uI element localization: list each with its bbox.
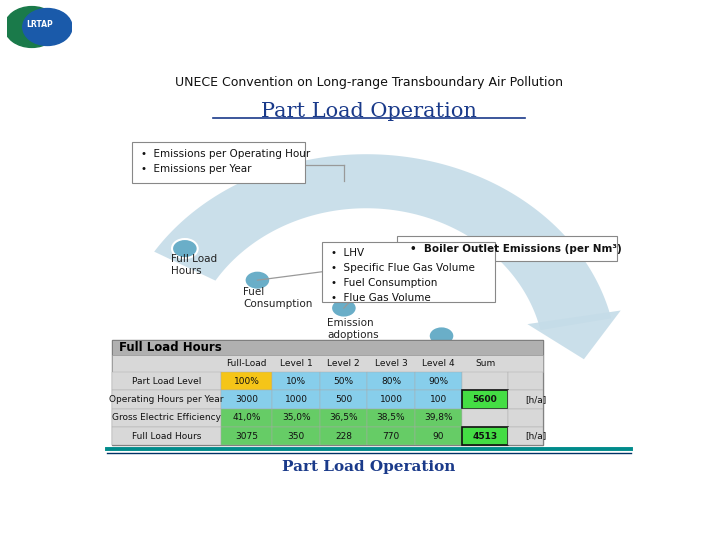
Text: 228: 228 [335, 431, 352, 441]
FancyBboxPatch shape [367, 372, 415, 390]
Text: 500: 500 [335, 395, 352, 404]
FancyBboxPatch shape [112, 355, 543, 372]
Text: •  LHV
•  Specific Flue Gas Volume
•  Fuel Consumption
•  Flue Gas Volume: • LHV • Specific Flue Gas Volume • Fuel … [331, 248, 475, 303]
FancyBboxPatch shape [508, 409, 543, 427]
FancyBboxPatch shape [462, 409, 508, 427]
Polygon shape [527, 310, 621, 359]
Text: •  Emissions per Operating Hour
•  Emissions per Year: • Emissions per Operating Hour • Emissio… [141, 149, 310, 174]
FancyBboxPatch shape [132, 141, 305, 183]
Text: [h/a]: [h/a] [526, 431, 546, 441]
Text: Level 2: Level 2 [328, 359, 360, 368]
Text: 770: 770 [382, 431, 400, 441]
Text: Fuel
Consumption: Fuel Consumption [243, 287, 312, 309]
FancyBboxPatch shape [462, 372, 508, 390]
FancyBboxPatch shape [322, 241, 495, 302]
Text: 4513: 4513 [472, 431, 498, 441]
Text: Full Load Hours: Full Load Hours [132, 431, 202, 441]
FancyBboxPatch shape [320, 372, 367, 390]
FancyBboxPatch shape [415, 372, 462, 390]
FancyBboxPatch shape [397, 235, 617, 261]
Text: Level 3: Level 3 [374, 359, 408, 368]
FancyBboxPatch shape [415, 409, 462, 427]
Text: 3000: 3000 [235, 395, 258, 404]
FancyBboxPatch shape [508, 372, 543, 390]
Text: 100: 100 [430, 395, 447, 404]
FancyBboxPatch shape [272, 427, 320, 446]
Text: 39,8%: 39,8% [424, 413, 453, 422]
FancyBboxPatch shape [367, 390, 415, 409]
FancyBboxPatch shape [508, 390, 543, 409]
FancyBboxPatch shape [462, 390, 508, 409]
Text: 1000: 1000 [284, 395, 307, 404]
Text: UNECE Convention on Long-range Transboundary Air Pollution: UNECE Convention on Long-range Transboun… [175, 76, 563, 89]
Text: 41,0%: 41,0% [233, 413, 261, 422]
FancyBboxPatch shape [112, 390, 221, 409]
Text: •  Boiler Outlet Emissions (per Nm³): • Boiler Outlet Emissions (per Nm³) [410, 244, 621, 254]
Text: Part Load Operation: Part Load Operation [282, 460, 456, 474]
Text: 350: 350 [287, 431, 305, 441]
FancyBboxPatch shape [272, 390, 320, 409]
Text: 80%: 80% [381, 377, 401, 386]
FancyBboxPatch shape [221, 390, 272, 409]
FancyBboxPatch shape [221, 427, 272, 446]
FancyBboxPatch shape [320, 390, 367, 409]
Text: Full-Load: Full-Load [227, 359, 267, 368]
Text: Emission
adoptions
(NOx): Emission adoptions (NOx) [327, 319, 379, 352]
Text: 36,5%: 36,5% [329, 413, 358, 422]
Text: 50%: 50% [333, 377, 354, 386]
Text: Annual
Emissions: Annual Emissions [436, 348, 488, 370]
Text: Full Load
Hours: Full Load Hours [171, 254, 217, 275]
Text: 3075: 3075 [235, 431, 258, 441]
FancyBboxPatch shape [272, 409, 320, 427]
Circle shape [428, 326, 454, 346]
FancyBboxPatch shape [462, 427, 508, 446]
FancyBboxPatch shape [367, 409, 415, 427]
FancyBboxPatch shape [367, 427, 415, 446]
Text: 100%: 100% [234, 377, 260, 386]
FancyBboxPatch shape [112, 340, 543, 446]
Text: 90%: 90% [428, 377, 449, 386]
Circle shape [172, 239, 198, 258]
Text: Full Load Hours: Full Load Hours [119, 341, 222, 354]
FancyBboxPatch shape [221, 372, 272, 390]
FancyBboxPatch shape [112, 372, 221, 390]
Text: 5600: 5600 [473, 395, 498, 404]
FancyBboxPatch shape [415, 427, 462, 446]
FancyBboxPatch shape [320, 409, 367, 427]
Text: 1000: 1000 [379, 395, 402, 404]
Text: 90: 90 [433, 431, 444, 441]
Polygon shape [154, 154, 611, 330]
FancyBboxPatch shape [221, 409, 272, 427]
Text: 38,5%: 38,5% [377, 413, 405, 422]
Text: 10%: 10% [286, 377, 306, 386]
Circle shape [23, 9, 72, 45]
Circle shape [331, 299, 356, 318]
FancyBboxPatch shape [415, 390, 462, 409]
Text: Level 1: Level 1 [280, 359, 312, 368]
FancyBboxPatch shape [272, 372, 320, 390]
Text: Part Load Level: Part Load Level [132, 377, 202, 386]
Text: 35,0%: 35,0% [282, 413, 310, 422]
FancyBboxPatch shape [320, 427, 367, 446]
Text: Operating Hours per Year: Operating Hours per Year [109, 395, 224, 404]
Text: Level 4: Level 4 [422, 359, 455, 368]
FancyBboxPatch shape [508, 427, 543, 446]
Text: Sum: Sum [475, 359, 495, 368]
Text: [h/a]: [h/a] [526, 395, 546, 404]
Text: LRTAP: LRTAP [26, 20, 53, 29]
Circle shape [4, 6, 59, 48]
Text: Part Load Operation: Part Load Operation [261, 102, 477, 121]
Text: Gross Electric Efficiency: Gross Electric Efficiency [112, 413, 221, 422]
FancyBboxPatch shape [112, 409, 221, 427]
FancyBboxPatch shape [112, 340, 543, 355]
Circle shape [245, 271, 270, 290]
FancyBboxPatch shape [112, 427, 221, 446]
